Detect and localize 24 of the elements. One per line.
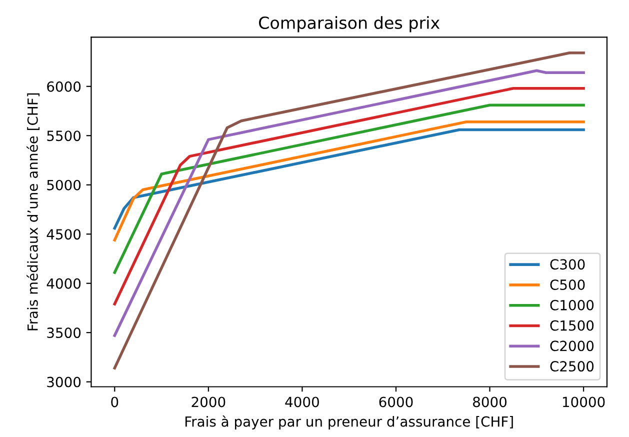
legend-label: C2500	[550, 361, 594, 372]
x-axis-title: Frais à payer par un preneur d’assurance [CHF]	[185, 415, 513, 430]
chart-title: Comparaison des prix	[259, 16, 440, 32]
y-tick-label: 3500	[47, 328, 81, 338]
x-tick-label: 4000	[285, 396, 319, 408]
x-tick-label: 6000	[379, 396, 413, 408]
legend-label: C500	[550, 280, 585, 290]
y-tick-label: 5000	[47, 180, 81, 190]
x-tick-label: 8000	[473, 396, 507, 408]
y-axis-title: Frais médicaux d’une année [CHF]	[26, 93, 40, 330]
y-tick-label: 5500	[47, 130, 81, 142]
line-series	[113, 128, 585, 230]
y-tick-label: 3000	[47, 376, 81, 388]
legend-label: C300	[550, 259, 585, 270]
legend-label: C1500	[550, 320, 594, 331]
legend-label: C2000	[550, 340, 594, 352]
y-tick-label: 4500	[46, 229, 81, 240]
y-tick-label: 6000	[47, 81, 81, 92]
x-tick-label: 0	[111, 396, 118, 408]
y-tick-label: 4000	[46, 278, 81, 289]
x-tick-label: 10000	[562, 396, 605, 408]
line-series	[113, 120, 585, 242]
legend-label: C1000	[550, 300, 594, 310]
x-tick-label: 2000	[192, 396, 226, 408]
